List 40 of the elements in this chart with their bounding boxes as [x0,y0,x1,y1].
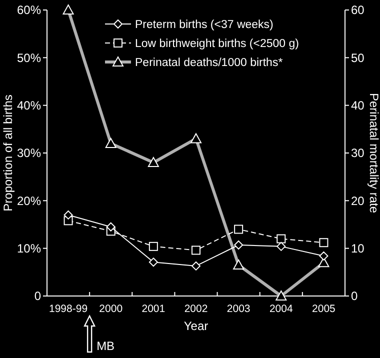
point [319,251,328,260]
point [234,240,244,250]
y2-tick-label: 40 [351,98,365,113]
y2-tick-label: 10 [351,242,365,256]
point [192,246,200,255]
x-tick-label: 2004 [269,303,293,315]
y2-tick-label: 60 [351,3,365,18]
x-tick-label: 2002 [184,303,208,315]
legend-label: Low birthweight births (<2500 g) [135,38,300,50]
point [64,210,73,220]
point [148,242,158,251]
y-tick-label: 20% [16,194,42,208]
y-tick-label: 40% [16,98,42,113]
y2-tick-label: 20 [351,194,365,208]
y-tick-label: 30% [16,146,42,160]
point [276,234,286,244]
y2-tick-label: 30 [351,146,365,160]
x-tick-label: 1998-99 [49,303,88,315]
point [192,261,200,270]
x-tick-label: 2003 [226,303,250,315]
y-axis-title: Proportion of all births [1,94,15,212]
x-tick-label: 2005 [312,303,336,315]
point [276,242,286,251]
y2-tick-label: 50 [351,50,365,65]
y-tick-label: 60% [16,3,42,18]
y-tick-label: 10% [16,242,42,256]
point [106,222,116,232]
y2-tick-label: 0 [351,289,358,304]
y-tick-label: 0 [34,289,42,304]
y2-axis-title: Perinatal mortality rate [367,92,380,214]
y-tick-label: 50% [16,50,42,65]
point [319,238,328,248]
x-tick-label: 2000 [99,303,123,315]
point [234,224,244,234]
x-tick-label: 2001 [142,303,166,315]
point [148,258,158,267]
x-axis-title: Year [184,319,208,333]
legend-label: Preterm births (<37 weeks) [135,19,274,32]
legend-label: Perinatal deaths/1000 births* [135,57,284,70]
text: MB [96,339,115,353]
